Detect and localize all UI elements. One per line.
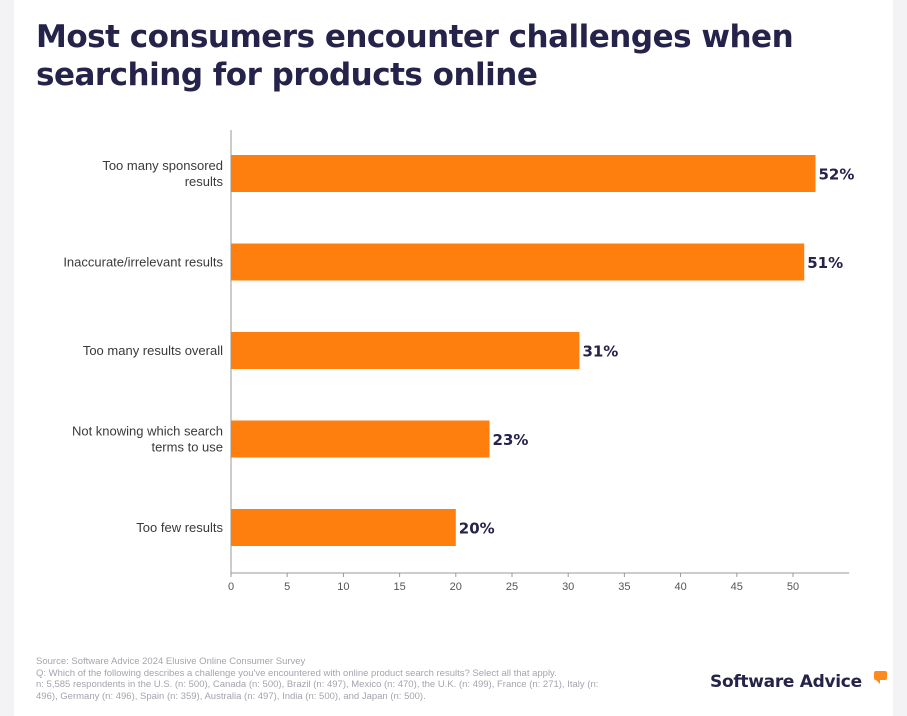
x-tick-label: 5: [284, 581, 290, 593]
chart-title: Most consumers encounter challenges when…: [36, 19, 794, 93]
x-tick-label: 10: [337, 581, 349, 593]
bar: [231, 420, 490, 458]
x-tick-label: 20: [450, 581, 462, 593]
x-tick-label: 45: [731, 581, 743, 593]
brand-speech-bubble-icon: [874, 671, 887, 684]
category-label: Too few results: [136, 520, 223, 535]
category-label-line: Too many sponsored: [102, 158, 223, 173]
x-tick-label: 15: [393, 581, 405, 593]
x-tick-label: 25: [506, 581, 518, 593]
category-label-line: Too many results overall: [83, 343, 223, 358]
x-tick-label: 0: [228, 581, 234, 593]
question-line: Q: Which of the following describes a ch…: [36, 667, 557, 679]
category-label: Inaccurate/irrelevant results: [63, 255, 223, 270]
bar-value-label: 20%: [459, 520, 495, 538]
bar: [231, 509, 456, 546]
category-label-line: terms to use: [151, 440, 223, 455]
bar-value-label: 51%: [807, 254, 843, 272]
category-label-line: Inaccurate/irrelevant results: [63, 255, 223, 270]
x-tick-label: 30: [562, 581, 574, 593]
brand-logo: Software Advice: [710, 672, 862, 692]
category-label-line: results: [185, 174, 224, 189]
chart-card: Most consumers encounter challenges when…: [14, 0, 893, 716]
source-note: Source: Software Advice 2024 Elusive Onl…: [36, 656, 676, 702]
category-label: Too many sponsored results: [102, 158, 223, 189]
category-label: Too many results overall: [83, 343, 223, 358]
bar-value-label: 52%: [818, 166, 854, 184]
category-label-line: Too few results: [136, 520, 223, 535]
bar-chart: 0 5 10 15 20 25 30 35 40 45 50 52% Too many sponsore…: [63, 130, 854, 593]
bar: [231, 332, 580, 369]
bar: [231, 243, 805, 281]
category-label: Not knowing which search terms to use: [72, 424, 223, 455]
x-tick-label: 35: [618, 581, 630, 593]
sample-line-continued: 496), Germany (n: 496), Spain (n: 359), …: [36, 690, 426, 702]
x-tick-label: 50: [787, 581, 799, 593]
bar-value-label: 31%: [582, 343, 618, 361]
x-tick-label: 40: [674, 581, 686, 593]
bar-value-label: 23%: [493, 431, 529, 449]
source-line: Source: Software Advice 2024 Elusive Onl…: [36, 656, 306, 667]
category-label-line: Not knowing which search: [72, 424, 223, 439]
sample-line: n: 5,585 respondents in the U.S. (n: 500…: [36, 679, 599, 690]
bar: [231, 155, 816, 192]
